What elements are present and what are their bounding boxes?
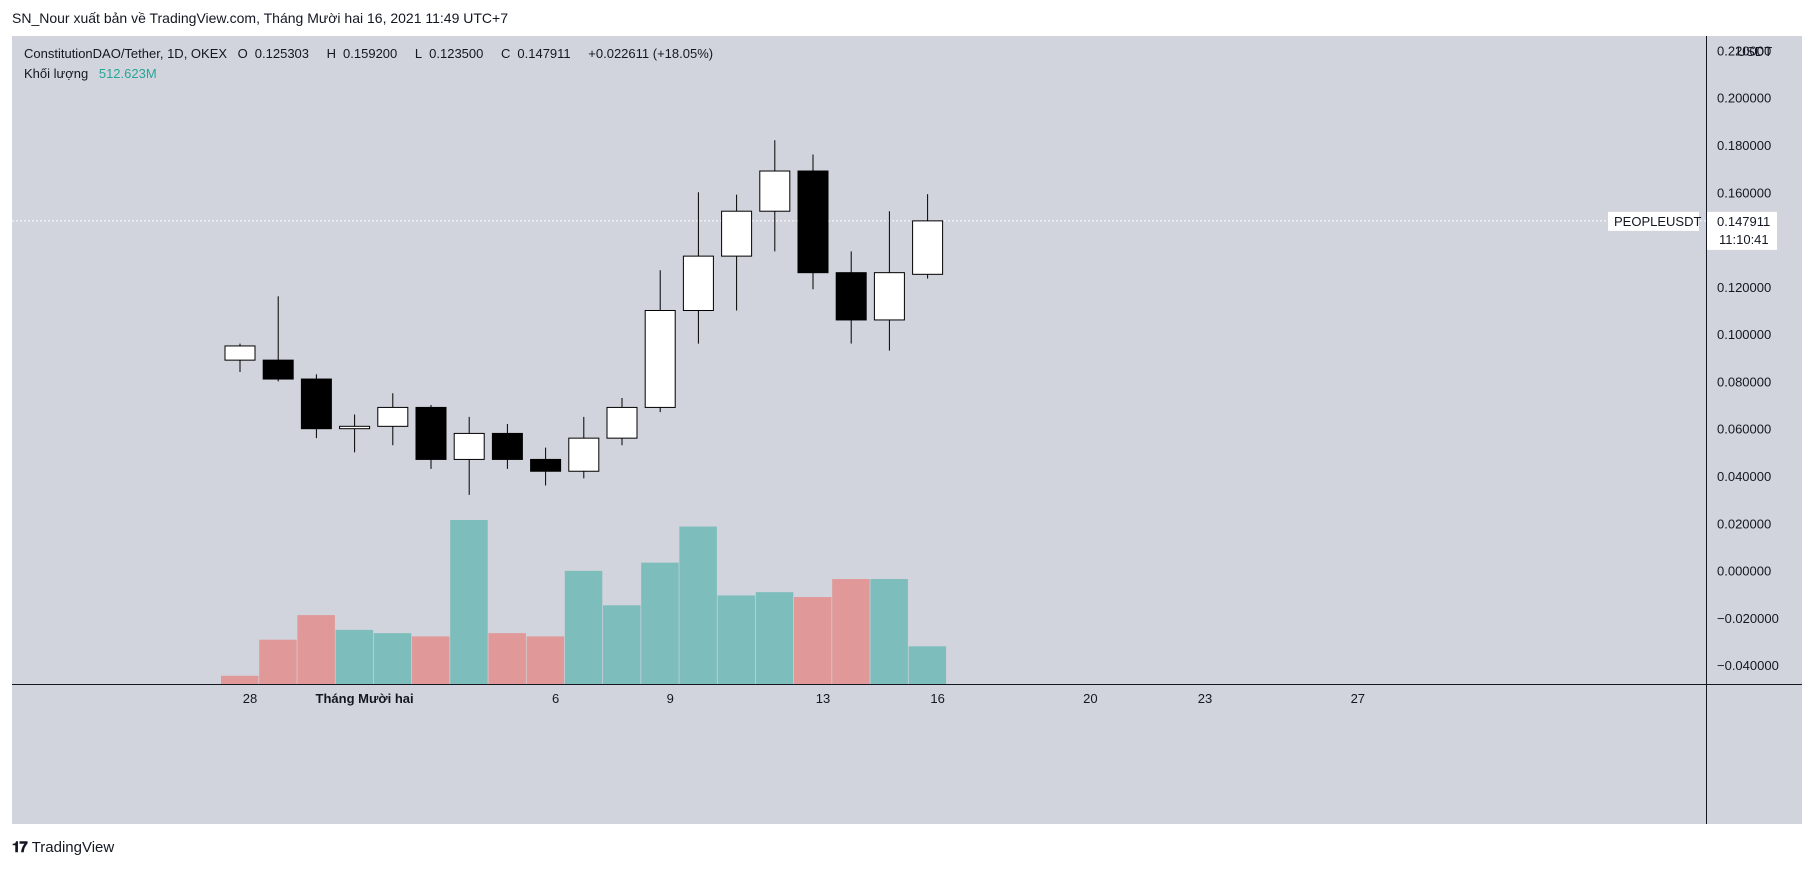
- time-tick-label: 28: [243, 691, 257, 706]
- candle-body: [224, 345, 256, 361]
- low-value: L 0.123500: [414, 46, 484, 61]
- close-value: C 0.147911: [501, 46, 571, 61]
- candle-body: [835, 272, 867, 321]
- price-tick-label: 0.020000: [1717, 516, 1771, 531]
- last-price-symbol-box: [1608, 211, 1699, 231]
- time-tick-label: 13: [816, 691, 830, 706]
- price-tick-label: 0.040000: [1717, 469, 1771, 484]
- candle-body: [453, 432, 485, 460]
- time-tick-label: 23: [1198, 691, 1212, 706]
- volume-bar: [297, 615, 335, 684]
- time-tick-label: 16: [930, 691, 944, 706]
- candle-body: [491, 432, 523, 460]
- price-tick-label: −0.040000: [1717, 658, 1779, 673]
- last-price-symbol: PEOPLEUSDT: [1614, 214, 1701, 229]
- volume-bar: [679, 526, 717, 684]
- volume-row: Khối lượng 512.623M: [24, 64, 720, 84]
- time-tick-label: 9: [667, 691, 674, 706]
- candle-body: [339, 425, 371, 430]
- chart-legend: ConstitutionDAO/Tether, 1D, OKEX O 0.1253…: [24, 44, 720, 84]
- volume-bar: [908, 646, 947, 684]
- countdown-value: 11:10:41: [1719, 232, 1769, 247]
- candle-body: [530, 458, 562, 472]
- volume-bar: [794, 597, 832, 684]
- candle-body: [568, 437, 600, 472]
- candle-body: [682, 255, 714, 311]
- volume-bar: [335, 629, 374, 684]
- volume-bar: [373, 633, 412, 684]
- ohlc-row: ConstitutionDAO/Tether, 1D, OKEX O 0.1253…: [24, 44, 720, 64]
- volume-bar: [450, 520, 488, 684]
- volume-bar: [641, 562, 679, 684]
- price-axis-unit: USDT: [1736, 44, 1773, 59]
- volume-label: Khối lượng: [24, 66, 89, 81]
- chart-area[interactable]: 0.2200000.2000000.1800000.1600000.140000…: [12, 36, 1802, 824]
- candle-body: [912, 220, 944, 275]
- price-tick-label: −0.020000: [1717, 611, 1779, 626]
- volume-bar: [526, 636, 565, 684]
- volume-bar: [412, 636, 450, 684]
- last-price-value: 0.147911: [1717, 214, 1770, 229]
- publish-info: SN_Nour xuất bản về TradingView.com, Thá…: [12, 10, 509, 26]
- volume-bar: [488, 633, 526, 684]
- candle-body: [415, 406, 447, 460]
- price-tick-label: 0.080000: [1717, 374, 1771, 389]
- high-value: H 0.159200: [326, 46, 398, 61]
- volume-bar: [755, 592, 794, 684]
- symbol-label: ConstitutionDAO/Tether, 1D, OKEX: [24, 46, 228, 61]
- price-tick-label: 0.120000: [1717, 280, 1771, 295]
- price-tick-label: 0.160000: [1717, 185, 1771, 200]
- time-tick-label: 20: [1083, 691, 1097, 706]
- last-price-box: [1707, 211, 1777, 250]
- time-tick-label: Tháng Mười hai: [316, 691, 414, 706]
- price-tick-label: 0.060000: [1717, 422, 1771, 437]
- candlestick-chart[interactable]: 0.2200000.2000000.1800000.1600000.140000…: [12, 36, 1802, 824]
- volume-bar: [603, 605, 641, 684]
- price-tick-label: 0.220000: [1717, 43, 1771, 58]
- price-tick-label: 0.100000: [1717, 327, 1771, 342]
- volume-value: 512.623M: [98, 66, 157, 81]
- open-value: O 0.125303: [237, 46, 310, 61]
- tradingview-logo-icon: 𝟏𝟕: [12, 838, 28, 856]
- price-tick-label: 0.180000: [1717, 138, 1771, 153]
- brand-text: TradingView: [31, 838, 115, 856]
- candle-body: [759, 170, 791, 212]
- price-tick-label: 0.000000: [1717, 564, 1771, 579]
- tradingview-brand[interactable]: 𝟏𝟕 TradingView: [12, 838, 114, 856]
- time-tick-label: 6: [552, 691, 559, 706]
- change-value: +0.022611 (+18.05%): [588, 46, 714, 61]
- candle-body: [262, 359, 294, 380]
- candle-body: [644, 309, 676, 408]
- candle-body: [377, 406, 409, 427]
- candle-body: [797, 170, 829, 274]
- volume-bar: [717, 595, 756, 684]
- volume-bar: [221, 675, 259, 684]
- candle-body: [300, 378, 332, 430]
- volume-bar: [259, 639, 297, 684]
- price-tick-label: 0.200000: [1717, 91, 1771, 106]
- volume-bar: [564, 570, 603, 684]
- candle-body: [721, 210, 753, 257]
- volume-bar: [870, 579, 908, 684]
- time-tick-label: 27: [1351, 691, 1365, 706]
- volume-bar: [832, 579, 870, 684]
- candle-body: [606, 406, 638, 439]
- candle-body: [873, 272, 905, 321]
